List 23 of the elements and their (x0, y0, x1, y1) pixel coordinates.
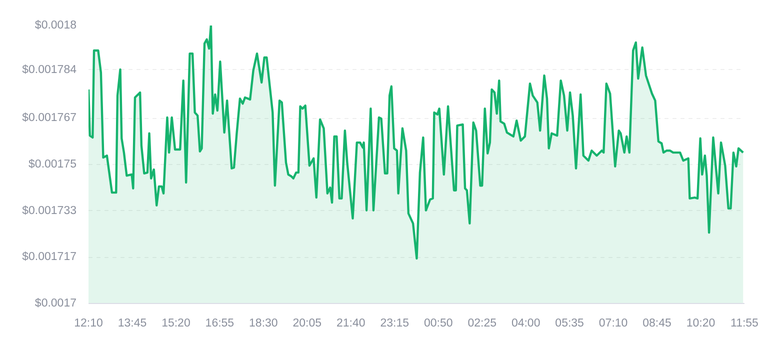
x-tick-label: 12:10 (74, 318, 103, 330)
x-tick-label: 00:50 (424, 318, 453, 330)
x-tick-label: 11:55 (730, 318, 758, 330)
x-tick-label: 07:10 (598, 318, 628, 330)
x-tick-label: 16:55 (205, 318, 234, 330)
y-tick-label: $0.001784 (22, 64, 78, 76)
y-tick-label: $0.001717 (22, 251, 77, 264)
x-tick-label: 21:40 (336, 318, 366, 330)
x-tick-label: 10:20 (686, 318, 716, 330)
y-tick-label: $0.00175 (28, 158, 77, 170)
x-tick-label: 02:25 (468, 318, 496, 330)
x-tick-label: 08:45 (642, 318, 672, 330)
x-tick-label: 20:05 (292, 318, 322, 330)
y-tick-label: $0.001767 (22, 112, 77, 124)
y-tick-label: $0.0017 (34, 298, 77, 310)
x-tick-label: 23:15 (380, 318, 410, 330)
x-tick-label: 18:30 (249, 318, 278, 330)
x-tick-label: 04:00 (511, 318, 540, 330)
y-tick-label: $0.0018 (34, 20, 77, 32)
x-tick-label: 05:35 (555, 318, 584, 330)
x-tick-label: 13:45 (118, 318, 147, 330)
y-tick-label: $0.001733 (22, 204, 77, 217)
x-tick-label: 15:20 (162, 318, 190, 330)
